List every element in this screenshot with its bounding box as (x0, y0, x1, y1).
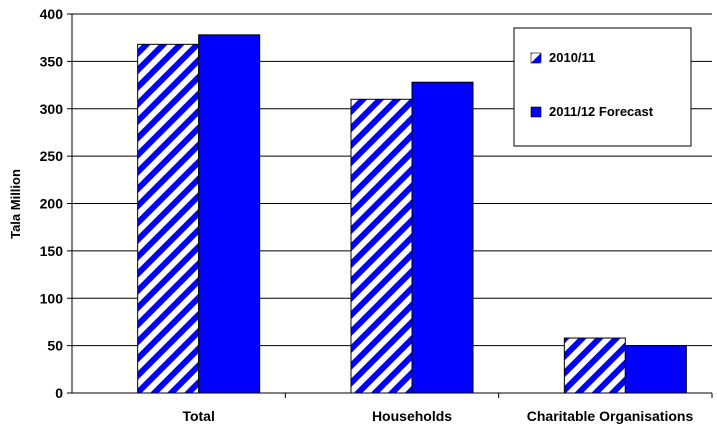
y-tick-label: 200 (40, 196, 64, 212)
x-category-label: Households (372, 408, 452, 424)
bar-total-series-0 (137, 43, 200, 394)
y-axis-ticks: 0 50 100 150 200 250 300 350 400 (40, 6, 72, 401)
y-axis-label: Tala Million (8, 169, 23, 239)
y-tick-label: 350 (40, 53, 64, 69)
legend-swatch-2010-11 (530, 52, 542, 64)
legend-label-2010-11: 2010/11 (549, 50, 595, 65)
legend-label-2011-12-forecast: 2011/12 Forecast (549, 104, 654, 119)
y-tick-label: 0 (55, 385, 63, 401)
x-axis-categories: Total Households Charitable Organisations (182, 393, 713, 424)
bar-charitable-organisations-series-1 (624, 345, 687, 394)
y-tick-label: 300 (40, 101, 64, 117)
x-category-label: Charitable Organisations (527, 408, 694, 424)
y-tick-label: 400 (40, 6, 64, 22)
legend-swatch-2011-12-forecast (530, 106, 542, 118)
bar-households-series-1 (411, 81, 474, 394)
legend-box (513, 27, 692, 147)
bar-total-series-1 (198, 34, 261, 394)
bar-households-series-0 (350, 98, 413, 394)
bar-charitable-organisations-series-0 (563, 337, 626, 394)
x-category-label: Total (182, 408, 214, 424)
legend: 2010/11 2011/12 Forecast (513, 27, 692, 147)
y-tick-label: 250 (40, 148, 64, 164)
bars (137, 34, 687, 394)
y-tick-label: 100 (40, 290, 64, 306)
y-tick-label: 50 (47, 338, 63, 354)
y-tick-label: 150 (40, 243, 64, 259)
